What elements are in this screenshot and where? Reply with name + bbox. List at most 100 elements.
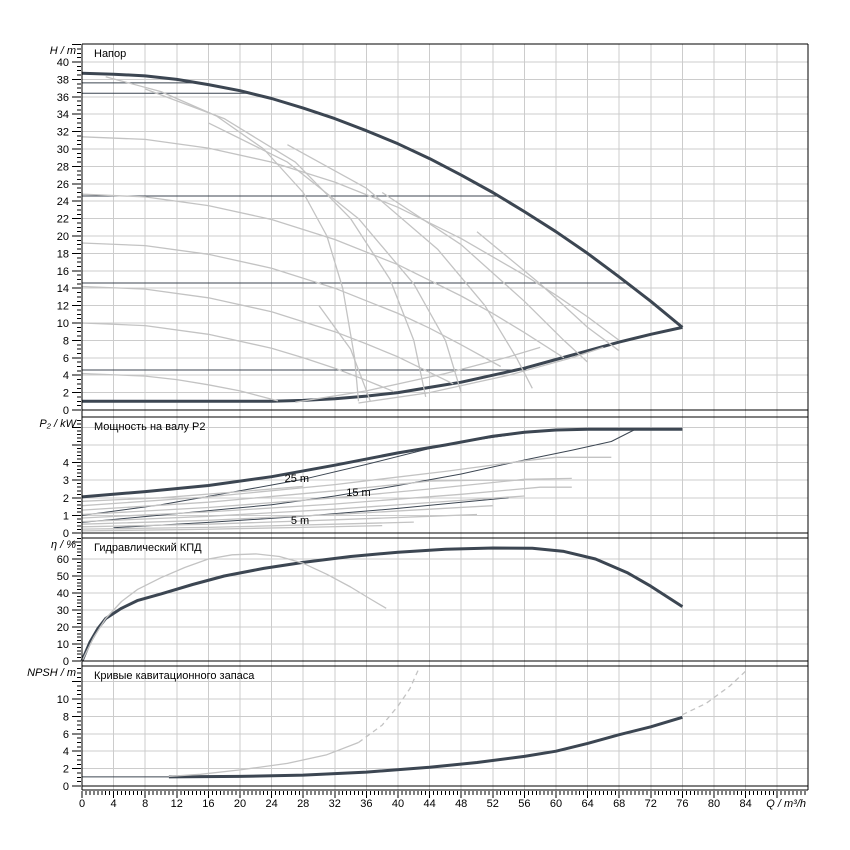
x-tick-label: 28 — [297, 798, 309, 810]
efficiency-y-tick-label: 40 — [57, 588, 69, 600]
x-tick-label: 52 — [487, 798, 499, 810]
power-p2-5m-curve — [113, 497, 509, 529]
power-p2-family-1-curve — [81, 485, 304, 502]
power-p2-family-5-curve — [81, 486, 572, 519]
x-tick-label: 56 — [518, 798, 530, 810]
power-p2-family-9-curve — [81, 521, 414, 530]
npsh-npsh-family-upper-curve — [358, 669, 420, 744]
x-tick-label: 0 — [79, 798, 85, 810]
head-iso-curve-2-curve — [144, 88, 427, 398]
head-y-tick-label: 8 — [63, 335, 69, 347]
npsh-y-tick-label: 6 — [63, 729, 69, 741]
head-y-tick-label: 40 — [57, 57, 69, 69]
efficiency-eta-family-curve — [81, 553, 387, 662]
head-y-tick-label: 14 — [57, 283, 69, 295]
x-tick-label: 40 — [392, 798, 404, 810]
head-y-tick-label: 32 — [57, 127, 69, 139]
efficiency-y-tick-label: 50 — [57, 571, 69, 583]
x-tick-label: 84 — [739, 798, 751, 810]
panel-efficiency-curves — [80, 546, 684, 662]
frame — [81, 43, 809, 791]
npsh-y-tick-label: 8 — [63, 711, 69, 723]
head-y-tick-label: 26 — [57, 179, 69, 191]
head-envelope-upper-curve — [81, 71, 684, 329]
panel-power-curves — [81, 427, 683, 532]
x-tick-label: 64 — [581, 798, 593, 810]
axis-ticks — [72, 44, 806, 798]
x-tick-label: 8 — [142, 798, 148, 810]
x-tick-label: 72 — [645, 798, 657, 810]
head-family-curve-19m-curve — [81, 242, 502, 368]
head-y-tick-label: 16 — [57, 266, 69, 278]
head-iso-curve-6-curve — [476, 231, 620, 352]
efficiency-y-tick-label: 30 — [57, 605, 69, 617]
x-tick-label: 16 — [202, 798, 214, 810]
head-rise-curve-2-curve — [358, 346, 604, 404]
panel-title-head: Напор — [94, 48, 126, 60]
power-p2-family-10-curve — [81, 524, 383, 532]
panel-title-efficiency: Гидравлический КПД — [94, 542, 202, 554]
head-iso-curve-1-curve — [105, 76, 360, 402]
head-y-tick-label: 30 — [57, 144, 69, 156]
npsh-y-tick-label: 0 — [63, 781, 69, 793]
head-family-curve-14m-curve — [81, 285, 454, 385]
power-y-tick-label: 3 — [63, 475, 69, 487]
head-y-tick-label: 2 — [63, 388, 69, 400]
x-tick-label: 36 — [360, 798, 372, 810]
power-y-tick-label: 0 — [63, 528, 69, 540]
head-y-tick-label: 6 — [63, 353, 69, 365]
x-tick-label: 12 — [171, 798, 183, 810]
x-tick-label: 24 — [265, 798, 277, 810]
power-p2-15m-curve — [81, 429, 636, 523]
power-annotation-2: 5 m — [291, 515, 309, 527]
head-y-tick-label: 10 — [57, 318, 69, 330]
efficiency-y-tick-label: 60 — [57, 554, 69, 566]
npsh-npsh-family-curve — [168, 741, 359, 778]
power-y-tick-label: 4 — [63, 458, 69, 470]
power-p2-family-7-curve — [81, 505, 493, 525]
npsh-npsh-selected-curve — [168, 715, 683, 779]
head-y-tick-label: 0 — [63, 405, 69, 417]
x-tick-label: 32 — [329, 798, 341, 810]
efficiency-y-tick-label: 20 — [57, 622, 69, 634]
power-p2-family-3-curve — [81, 479, 525, 511]
panel-npsh-curves — [82, 669, 747, 779]
npsh-npsh-extension-curve — [682, 670, 747, 716]
power-annotation-1: 15 m — [346, 487, 370, 499]
x-tick-label: 80 — [708, 798, 720, 810]
power-p2-family-4-curve — [81, 477, 572, 516]
head-y-tick-label: 20 — [57, 231, 69, 243]
power-p2-family-6-curve — [81, 495, 525, 523]
head-y-tick-label: 12 — [57, 301, 69, 313]
x-tick-label: 20 — [234, 798, 246, 810]
curves — [80, 71, 747, 779]
head-family-curve-31m-curve — [81, 136, 620, 341]
npsh-y-tick-label: 2 — [63, 764, 69, 776]
panel-title-npsh: Кривые кавитационного запаса — [94, 670, 255, 682]
head-iso-curve-5-curve — [381, 191, 589, 363]
power-y-tick-label: 2 — [63, 493, 69, 505]
head-family-curve-4m-curve — [81, 372, 279, 402]
head-y-tick-label: 22 — [57, 214, 69, 226]
power-p2-selected-curve — [81, 427, 683, 499]
head-family-curve-25m-curve — [81, 193, 565, 359]
npsh-axis-caption: NPSH / m — [27, 667, 76, 679]
efficiency-axis-caption: η / % — [51, 539, 76, 551]
power-p2-family-8-curve — [81, 513, 478, 528]
power-p2-family-2-curve — [81, 456, 612, 507]
head-iso-curve-3-curve — [208, 122, 462, 393]
npsh-y-tick-label: 4 — [63, 746, 69, 758]
npsh-y-tick-label: 10 — [57, 694, 69, 706]
x-tick-label: 60 — [550, 798, 562, 810]
head-y-tick-label: 34 — [57, 109, 69, 121]
panel-head-curves — [81, 71, 684, 404]
x-tick-label: 4 — [111, 798, 117, 810]
power-p2-25m-curve — [81, 429, 557, 516]
power-annotation-0: 25 m — [285, 473, 309, 485]
head-rise-curve-1-curve — [295, 346, 541, 403]
efficiency-y-tick-label: 10 — [57, 639, 69, 651]
head-iso-curve-4-curve — [287, 144, 533, 389]
